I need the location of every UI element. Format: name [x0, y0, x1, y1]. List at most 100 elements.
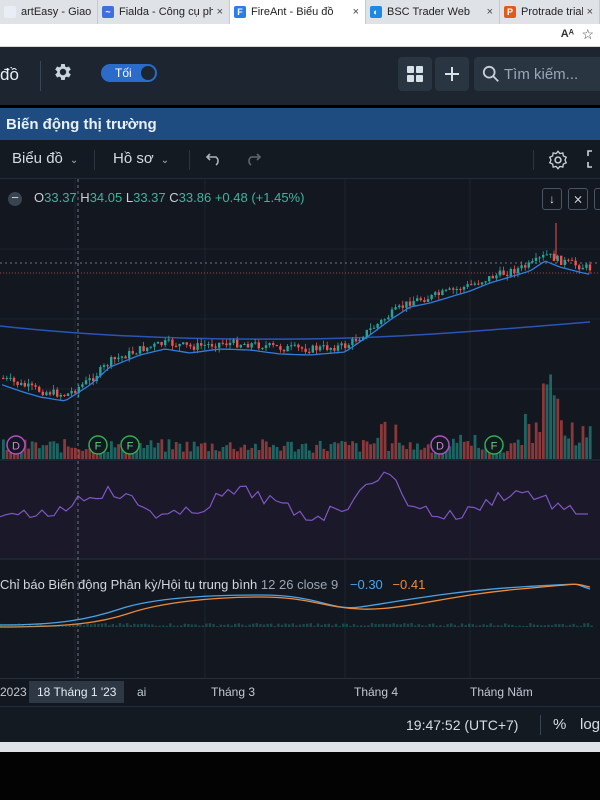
fullscreen-icon[interactable] [586, 149, 600, 174]
axis-label-may: Tháng Năm [470, 685, 533, 699]
macd-histogram-bar [122, 624, 125, 627]
volume-bar [74, 447, 77, 459]
volume-bar [182, 451, 185, 459]
volume-bar [412, 449, 416, 459]
browser-tab[interactable]: F FireAnt - Biểu đồ × [230, 0, 366, 24]
tab-close-icon[interactable]: × [586, 6, 593, 18]
tab-close-icon[interactable]: × [352, 6, 359, 18]
volume-bar [5, 449, 9, 459]
chart-settings-icon[interactable] [547, 149, 569, 176]
undo-icon[interactable] [205, 149, 223, 172]
volume-bar [347, 445, 351, 459]
volume-bar [282, 445, 286, 459]
layout-grid-button[interactable] [398, 57, 432, 91]
event-marker-label: D [12, 441, 20, 453]
candle-body [387, 317, 390, 320]
macd-histogram-bar [172, 625, 176, 627]
volume-bar [41, 445, 45, 459]
macd-histogram-bar [565, 625, 568, 627]
candle-body [362, 337, 365, 340]
candle-body [581, 267, 584, 270]
bookmark-star-icon[interactable]: ☆ [581, 26, 594, 42]
add-button[interactable] [435, 57, 469, 91]
log-scale-button[interactable]: log [580, 716, 600, 733]
macd-histogram-bar [0, 623, 3, 627]
search-input[interactable]: Tìm kiếm... [474, 57, 600, 91]
macd-histogram-bar [586, 623, 590, 627]
volume-bar [279, 450, 282, 459]
time-axis[interactable]: 2023 18 Tháng 1 '23 ai Tháng 3 Tháng 4 T… [0, 678, 600, 706]
candle-body [509, 268, 512, 276]
volume-bar [394, 424, 398, 459]
candle-body [48, 392, 52, 395]
macd-histogram-bar [223, 624, 226, 627]
theme-toggle[interactable]: Tối [101, 64, 157, 82]
candle-body [77, 386, 80, 393]
browser-tab[interactable]: P Protrade trial × [500, 0, 600, 24]
macd-histogram-bar [18, 623, 21, 627]
candle-body [192, 346, 196, 350]
candle-body [196, 343, 199, 350]
macd-histogram-bar [525, 625, 528, 627]
macd-signal-value: −0.41 [392, 577, 426, 592]
macd-histogram-bar [543, 625, 546, 627]
macd-histogram-bar [475, 625, 478, 627]
macd-histogram-bar [187, 624, 190, 627]
candle-body [578, 265, 581, 270]
volume-bar [106, 451, 110, 459]
axis-label-april: Tháng 4 [354, 685, 399, 699]
volume-bar [250, 448, 254, 459]
macd-histogram-bar [482, 624, 485, 627]
percent-scale-button[interactable]: % [553, 716, 567, 733]
collapse-legend-icon[interactable]: − [8, 191, 22, 206]
tab-close-icon[interactable]: × [486, 6, 493, 18]
macd-histogram-bar [306, 623, 309, 627]
browser-toolbar: Aᴬ ☆ [0, 24, 600, 47]
settings-gear-icon[interactable] [52, 61, 74, 83]
macd-histogram-bar [212, 624, 215, 627]
toolbar-divider [533, 150, 534, 170]
volume-bar [221, 446, 225, 459]
chart-menu-button[interactable]: Biểu đồ ⌄ [12, 150, 78, 167]
candle-body [416, 298, 419, 302]
redo-icon[interactable] [244, 149, 262, 172]
volume-bar [416, 443, 419, 459]
macd-histogram-bar [403, 623, 406, 627]
theme-toggle-label: Tối [115, 66, 132, 80]
volume-bar [477, 447, 480, 459]
candle-body [174, 345, 178, 347]
profile-menu-button[interactable]: Hồ sơ ⌄ [113, 150, 169, 167]
macd-histogram-bar [507, 624, 510, 627]
candle-body [12, 377, 16, 382]
scroll-down-button[interactable]: ↓ [542, 188, 562, 210]
expand-pane-button[interactable] [594, 188, 600, 210]
volume-bar [128, 452, 131, 459]
browser-tab[interactable]: artEasy - Giao dịch phái [0, 0, 98, 24]
volume-bar [444, 449, 448, 459]
arrow-down-icon: ↓ [549, 192, 555, 206]
macd-histogram-bar [115, 625, 118, 627]
header-divider [40, 61, 41, 91]
volume-bar [34, 442, 38, 459]
volume-bar [318, 440, 322, 459]
candle-body [153, 343, 156, 347]
translate-icon[interactable]: Aᴬ [560, 28, 574, 40]
volume-bar [538, 432, 542, 459]
volume-bar [124, 449, 128, 459]
volume-bar [351, 441, 354, 459]
browser-tab[interactable]: ~ Fialda - Công cụ phân tích× [98, 0, 230, 24]
tab-label: artEasy - Giao dịch phái [21, 6, 91, 18]
toggle-knob [141, 66, 155, 80]
macd-histogram-bar [320, 624, 323, 627]
candle-body [70, 390, 73, 394]
taskbar-area [0, 752, 600, 800]
tab-close-icon[interactable]: × [216, 6, 223, 18]
candle-body [200, 343, 203, 346]
status-divider [540, 715, 541, 735]
volume-bar [257, 449, 261, 459]
candle-body [236, 339, 239, 348]
browser-tab[interactable]: ◐ BSC Trader Web × [366, 0, 500, 24]
collapse-pane-button[interactable]: ⨯ [568, 188, 588, 210]
